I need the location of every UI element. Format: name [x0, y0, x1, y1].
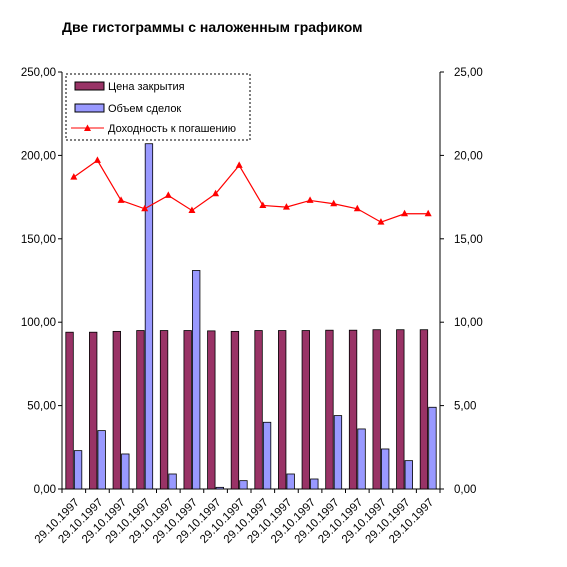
right-tick-label: 25,00: [454, 67, 483, 79]
bar-close-price: [301, 330, 310, 490]
bar-volume: [168, 473, 177, 490]
point-yield: [70, 173, 78, 180]
point-yield: [93, 156, 101, 163]
bar-close-price: [230, 330, 240, 490]
line-yield: [73, 159, 429, 223]
bar-close-price: [136, 330, 145, 490]
point-yield: [401, 209, 409, 217]
point-yield: [188, 206, 196, 213]
point-yield: [212, 189, 220, 197]
bar-volume: [73, 450, 83, 490]
point-yield: [117, 196, 125, 203]
bar-close-price: [207, 330, 216, 490]
bar-close-price: [348, 329, 358, 490]
bar-volume: [215, 486, 224, 490]
bar-close-price: [278, 330, 287, 490]
legend-swatch-close-price: [74, 81, 105, 91]
bar-close-price: [183, 330, 192, 490]
bar-volume: [381, 448, 390, 490]
point-yield: [330, 199, 338, 207]
bar-close-price: [396, 329, 405, 490]
bar-volume: [239, 480, 248, 490]
right-tick-label: 0,00: [454, 484, 476, 496]
left-tick-label: 200,00: [21, 150, 56, 162]
bar-close-price: [372, 329, 381, 490]
point-yield: [141, 204, 149, 212]
point-yield: [424, 209, 432, 217]
left-tick-label: 0,00: [34, 484, 56, 496]
point-yield: [282, 203, 290, 210]
bar-volume: [310, 478, 319, 490]
bar-close-price: [159, 330, 169, 490]
bar-volume: [144, 143, 154, 490]
point-yield: [377, 218, 385, 225]
legend: Цена закрытия Объем сделок Доходность к …: [65, 73, 251, 141]
left-tick-label: 150,00: [21, 234, 56, 246]
bar-volume: [192, 270, 201, 490]
chart-title: Две гистограммы с наложенным графиком: [62, 19, 362, 35]
right-tick-label: 20,00: [454, 150, 483, 162]
right-tick-label: 10,00: [454, 317, 483, 329]
point-yield: [353, 204, 361, 212]
bar-close-price: [112, 330, 121, 490]
left-tick-label: 250,00: [21, 67, 56, 79]
point-yield: [235, 161, 243, 168]
bar-close-price: [89, 331, 98, 490]
point-yield: [306, 196, 314, 203]
point-yield: [164, 191, 172, 198]
left-tick-label: 100,00: [21, 317, 56, 329]
legend-label-volume: Объем сделок: [108, 103, 181, 115]
bar-volume: [333, 415, 343, 490]
bar-volume: [121, 453, 130, 490]
plot-area: 0,00 0,00 50,00 5,00 100,00 10,00 150,00 15,00 2…: [21, 67, 483, 546]
legend-label-close-price: Цена закрытия: [108, 81, 185, 93]
bar-volume: [404, 460, 413, 490]
legend-swatch-volume: [74, 103, 105, 113]
right-tick-label: 15,00: [454, 234, 483, 246]
legend-label-yield: Доходность к погашению: [108, 123, 236, 135]
bar-volume: [357, 428, 366, 490]
point-yield: [259, 201, 267, 208]
bar-close-price: [419, 329, 429, 490]
bar-volume: [97, 430, 106, 490]
bar-volume: [286, 473, 295, 490]
bar-close-price: [65, 331, 74, 490]
legend-marker-yield: [84, 124, 91, 131]
bar-volume: [428, 406, 437, 490]
bar-close-price: [254, 330, 263, 490]
bar-volume: [262, 421, 272, 490]
bar-close-price: [325, 329, 334, 490]
left-tick-label: 50,00: [27, 401, 56, 413]
right-tick-label: 5,00: [454, 401, 476, 413]
